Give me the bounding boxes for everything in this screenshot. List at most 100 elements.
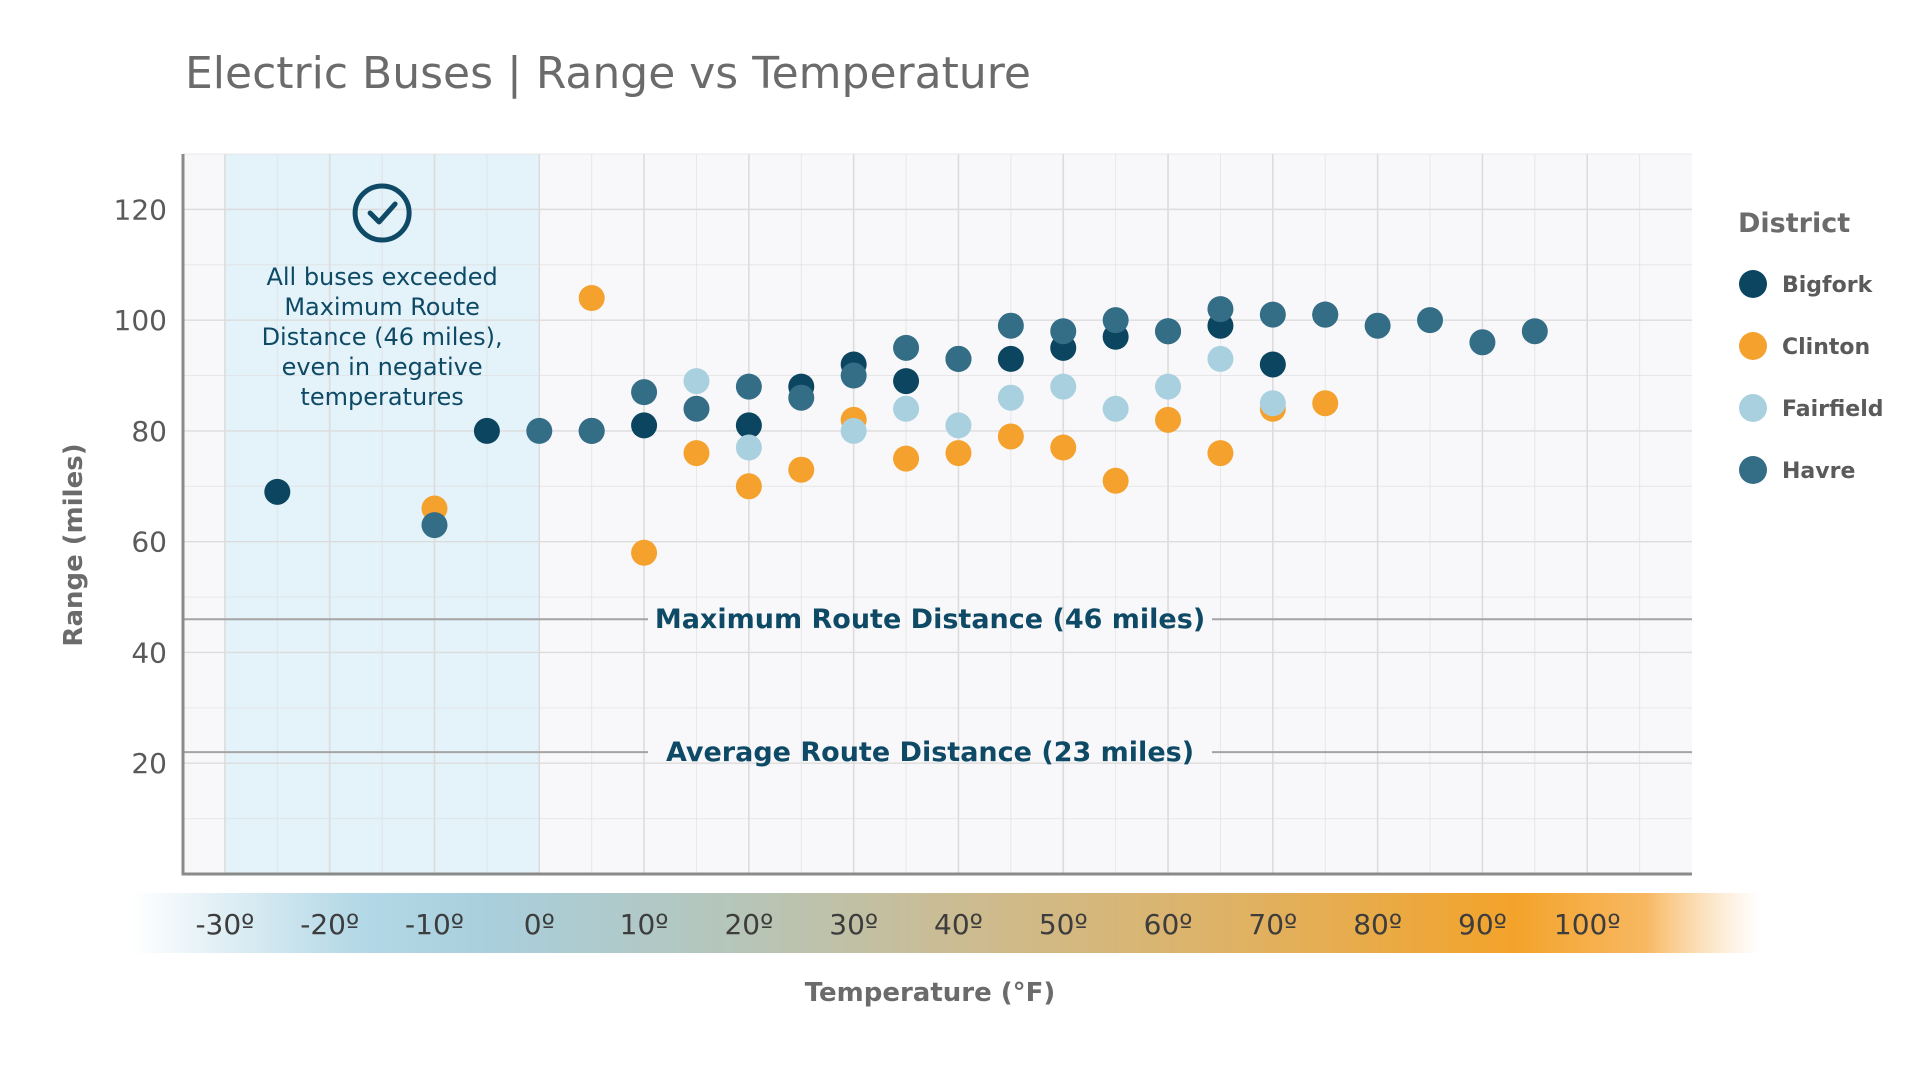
axes bbox=[181, 154, 1692, 876]
series-fairfield bbox=[683, 345, 1286, 461]
point-havre bbox=[683, 395, 710, 422]
x-tick-label: -20º bbox=[300, 908, 359, 941]
x-tick-label: 50º bbox=[1039, 908, 1088, 941]
point-clinton bbox=[893, 445, 920, 472]
point-fairfield bbox=[893, 395, 920, 422]
point-clinton bbox=[735, 473, 762, 500]
annotation-line: even in negative bbox=[282, 353, 483, 381]
x-tick-label: 20º bbox=[724, 908, 773, 941]
point-fairfield bbox=[1207, 345, 1234, 372]
y-tick-label: 60 bbox=[131, 526, 167, 559]
point-fairfield bbox=[1259, 390, 1286, 417]
legend-label-fairfield: Fairfield bbox=[1782, 397, 1884, 422]
point-havre bbox=[893, 334, 920, 361]
legend-marker-havre bbox=[1739, 456, 1767, 484]
point-bigfork bbox=[997, 345, 1024, 372]
point-havre bbox=[788, 384, 815, 411]
y-tick-labels: 20 40 60 80 100 120 bbox=[114, 193, 167, 780]
point-clinton bbox=[788, 456, 815, 483]
point-havre bbox=[1469, 329, 1496, 356]
point-clinton bbox=[945, 440, 972, 467]
x-tick-label: -10º bbox=[405, 908, 464, 941]
point-havre bbox=[1312, 301, 1339, 328]
annotation-group: All buses exceeded Maximum Route Distance … bbox=[262, 183, 503, 411]
point-havre bbox=[578, 417, 605, 444]
point-bigfork bbox=[264, 478, 291, 505]
point-bigfork bbox=[473, 417, 500, 444]
chart-title: Electric Buses | Range vs Temperature bbox=[185, 48, 1031, 99]
point-clinton bbox=[1050, 434, 1077, 461]
point-havre bbox=[735, 373, 762, 400]
point-clinton bbox=[683, 440, 710, 467]
x-tick-label: 0º bbox=[524, 908, 555, 941]
y-tick-label: 100 bbox=[114, 304, 167, 337]
point-havre bbox=[1207, 296, 1234, 323]
point-fairfield bbox=[1102, 395, 1129, 422]
point-havre bbox=[840, 362, 867, 389]
point-havre bbox=[945, 345, 972, 372]
x-tick-label: 10º bbox=[620, 908, 669, 941]
annotation-line: Distance (46 miles), bbox=[262, 323, 503, 351]
y-tick-label: 20 bbox=[131, 747, 167, 780]
point-havre bbox=[997, 312, 1024, 339]
grid bbox=[183, 153, 1692, 874]
point-fairfield bbox=[683, 368, 710, 395]
point-havre bbox=[1259, 301, 1286, 328]
legend: District Bigfork Clinton Fairfield Havre bbox=[1738, 208, 1884, 484]
point-havre bbox=[421, 512, 448, 539]
point-clinton bbox=[1102, 467, 1129, 494]
annotation-line: Maximum Route bbox=[284, 293, 480, 321]
annotation-line: All buses exceeded bbox=[266, 263, 497, 291]
point-clinton bbox=[1207, 440, 1234, 467]
point-havre bbox=[1417, 307, 1444, 334]
legend-marker-bigfork bbox=[1739, 270, 1767, 298]
point-clinton bbox=[1155, 406, 1182, 433]
point-fairfield bbox=[945, 412, 972, 439]
y-tick-label: 80 bbox=[131, 415, 167, 448]
legend-label-bigfork: Bigfork bbox=[1782, 273, 1874, 298]
reference-line-label: Average Route Distance (23 miles) bbox=[666, 737, 1194, 768]
legend-label-clinton: Clinton bbox=[1782, 335, 1870, 360]
annotation-text: All buses exceeded Maximum Route Distance … bbox=[262, 263, 503, 411]
point-fairfield bbox=[840, 417, 867, 444]
annotation-line: temperatures bbox=[300, 383, 463, 411]
point-havre bbox=[1364, 312, 1391, 339]
x-tick-label: 80º bbox=[1353, 908, 1402, 941]
point-havre bbox=[526, 417, 553, 444]
point-bigfork bbox=[1259, 351, 1286, 378]
y-axis-label: Range (miles) bbox=[59, 443, 89, 646]
point-bigfork bbox=[735, 412, 762, 439]
reference-line-label: Maximum Route Distance (46 miles) bbox=[655, 604, 1205, 635]
x-axis-label: Temperature (°F) bbox=[805, 978, 1056, 1008]
x-tick-label: -30º bbox=[195, 908, 254, 941]
x-tick-labels: -30º -20º -10º 0º 10º 20º 30º 40º 50º 60º 70º 80º 90… bbox=[195, 908, 1620, 941]
point-fairfield bbox=[1155, 373, 1182, 400]
legend-label-havre: Havre bbox=[1782, 459, 1855, 484]
x-tick-label: 90º bbox=[1458, 908, 1507, 941]
point-havre bbox=[1155, 318, 1182, 345]
series-havre bbox=[421, 296, 1548, 539]
x-tick-label: 30º bbox=[829, 908, 878, 941]
point-fairfield bbox=[735, 434, 762, 461]
point-clinton bbox=[578, 285, 605, 311]
x-tick-label: 40º bbox=[934, 908, 983, 941]
point-havre bbox=[1521, 318, 1548, 345]
legend-marker-clinton bbox=[1739, 332, 1767, 360]
x-tick-label: 60º bbox=[1144, 908, 1193, 941]
point-bigfork bbox=[893, 368, 920, 395]
legend-marker-fairfield bbox=[1739, 394, 1767, 422]
x-tick-label: 70º bbox=[1248, 908, 1297, 941]
reference-lines: Maximum Route Distance (46 miles) Average… bbox=[183, 604, 1692, 768]
x-tick-label: 100º bbox=[1554, 908, 1621, 941]
check-circle-icon bbox=[352, 183, 412, 243]
point-clinton bbox=[1312, 390, 1339, 417]
point-fairfield bbox=[997, 384, 1024, 411]
point-havre bbox=[1102, 307, 1129, 334]
data-points bbox=[264, 285, 1548, 566]
point-clinton bbox=[631, 539, 658, 566]
point-bigfork bbox=[631, 412, 658, 439]
legend-title: District bbox=[1738, 208, 1850, 239]
point-havre bbox=[1050, 318, 1077, 345]
point-havre bbox=[631, 379, 658, 406]
